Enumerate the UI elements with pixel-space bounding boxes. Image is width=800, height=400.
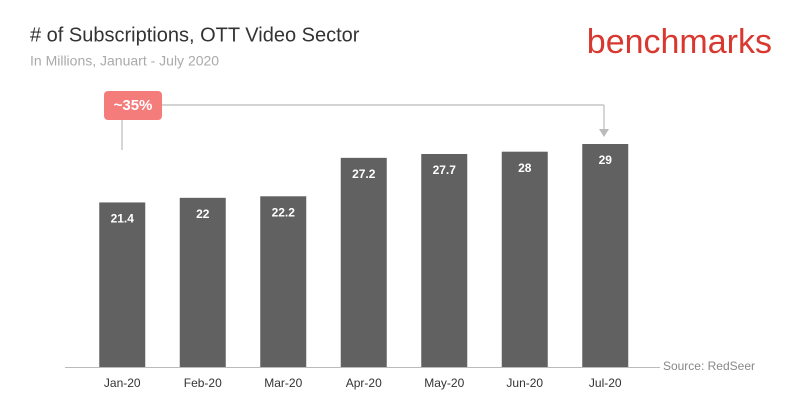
x-tick-label: Jan-20 <box>104 376 141 390</box>
x-tick-label: Mar-20 <box>264 376 302 390</box>
x-tick-label: Jul-20 <box>589 376 622 390</box>
value-label: 27.7 <box>433 163 457 177</box>
bar <box>99 202 146 367</box>
value-label: 21.4 <box>111 212 135 226</box>
x-tick-label: Apr-20 <box>346 376 382 390</box>
bar <box>179 197 226 367</box>
annotation-text: ~35% <box>114 97 153 114</box>
x-tick-label: May-20 <box>424 376 464 390</box>
annotation-box <box>104 91 162 120</box>
x-tick-label: Feb-20 <box>184 376 222 390</box>
value-label: 22.2 <box>272 205 296 219</box>
chart-title: # of Subscriptions, OTT Video Sector <box>30 24 360 46</box>
x-tick-label: Jun-20 <box>506 376 543 390</box>
chart-subtitle: In Millions, Januart - July 2020 <box>30 53 219 69</box>
value-label: 28 <box>518 161 532 175</box>
value-label: 29 <box>599 153 613 167</box>
brand-logo: benchmarks <box>587 23 772 61</box>
bar <box>582 144 629 367</box>
source-note: Source: RedSeer <box>663 359 755 373</box>
value-label: 22 <box>196 207 210 221</box>
bar <box>340 157 387 367</box>
value-label: 27.2 <box>352 167 376 181</box>
bar <box>501 151 548 367</box>
bracket-arrow <box>599 129 609 137</box>
bar <box>421 153 468 367</box>
bar <box>260 196 307 367</box>
growth-bracket <box>121 104 609 150</box>
